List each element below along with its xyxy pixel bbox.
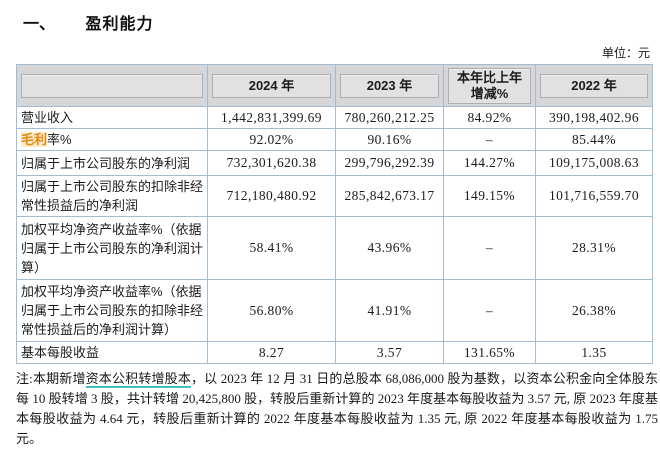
table-row: 归属于上市公司股东的扣除非经常性损益后的净利润 712,180,480.92 285… xyxy=(16,175,653,217)
table-header: 2024 年 2023 年本年比上年增减% 2022 年 xyxy=(16,64,653,107)
value-cell: 3.57 xyxy=(335,341,444,364)
section-title: 一、 盈利能力 xyxy=(16,10,652,33)
header-inner-box: 2022 年 xyxy=(540,73,648,98)
header-cell-empty xyxy=(16,64,208,107)
table-row: 归属于上市公司股东的净利润 732,301,620.38 299,796,292.3… xyxy=(16,150,653,176)
value-cell: 390,198,402.96 xyxy=(535,106,653,129)
value-cell: 131.65% xyxy=(443,341,536,364)
row-label: 基本每股收益 xyxy=(16,341,208,364)
value-cell: 285,842,673.17 xyxy=(335,175,444,217)
footnote-body: ，以 2023 年 12 月 31 日的总股本 68,086,000 股为基数，… xyxy=(16,371,658,446)
header-cell-year: 2024 年 xyxy=(207,64,336,107)
value-cell: 41.91% xyxy=(335,279,444,342)
row-label: 毛利率% xyxy=(16,128,208,151)
row-label: 加权平均净资产收益率%（依据归属于上市公司股东的净利润计算） xyxy=(16,216,208,280)
row-label: 归属于上市公司股东的扣除非经常性损益后的净利润 xyxy=(16,175,208,217)
table-row: 营业收入 1,442,831,399.69 780,260,212.25 84.92%… xyxy=(16,106,653,129)
value-cell: 8.27 xyxy=(207,341,336,364)
profitability-table: 2024 年 2023 年本年比上年增减% 2022 年 营业收入 1,442,831… xyxy=(16,64,653,364)
section-title-text: 盈利能力 xyxy=(85,16,154,33)
footnote-prefix: 注:本期新增 xyxy=(16,371,86,386)
unit-label: 单位：元 xyxy=(601,46,650,60)
table-row: 加权平均净资产收益率%（依据归属于上市公司股东的净利润计算） 58.41% 43.9… xyxy=(16,216,653,280)
value-cell: 780,260,212.25 xyxy=(335,106,444,129)
header-inner-box: 本年比上年增减% xyxy=(448,67,531,104)
header-cell-year: 2023 年 xyxy=(335,64,444,107)
row-label: 营业收入 xyxy=(16,106,208,129)
footnote: 注:本期新增资本公积转增股本，以 2023 年 12 月 31 日的总股本 68… xyxy=(16,369,658,449)
row-label: 加权平均净资产收益率%（依据归属于上市公司股东的扣除非经常性损益后的净利润计算） xyxy=(16,279,208,342)
value-cell: – xyxy=(443,216,536,280)
value-cell: 92.02% xyxy=(207,128,336,151)
search-highlight-term: 毛利 xyxy=(21,132,48,147)
value-cell: 26.38% xyxy=(535,279,653,342)
value-cell: 144.27% xyxy=(443,150,536,176)
value-cell: 58.41% xyxy=(207,216,336,280)
table-row: 加权平均净资产收益率%（依据归属于上市公司股东的扣除非经常性损益后的净利润计算）… xyxy=(16,279,653,342)
value-cell: 84.92% xyxy=(443,106,536,129)
value-cell: 1,442,831,399.69 xyxy=(207,106,336,129)
value-cell: 732,301,620.38 xyxy=(207,150,336,176)
value-cell: 85.44% xyxy=(535,128,653,151)
value-cell: 28.31% xyxy=(535,216,653,280)
row-label: 归属于上市公司股东的净利润 xyxy=(16,150,208,176)
table-row: 基本每股收益 8.27 3.57 131.65% 1.35 xyxy=(16,341,653,364)
value-cell: – xyxy=(443,128,536,151)
value-cell: 43.96% xyxy=(335,216,444,280)
header-cell-year: 2022 年 xyxy=(535,64,653,107)
header-cell-year: 本年比上年增减% xyxy=(443,64,536,107)
value-cell: 109,175,008.63 xyxy=(535,150,653,176)
value-cell: – xyxy=(443,279,536,342)
value-cell: 101,716,559.70 xyxy=(535,175,653,217)
footnote-link[interactable]: 资本公积转增股本 xyxy=(85,371,192,388)
table-row: 毛利率% 92.02% 90.16% –85.44% xyxy=(16,128,653,151)
value-cell: 90.16% xyxy=(335,128,444,151)
value-cell: 149.15% xyxy=(443,175,536,217)
section-number: 一、 xyxy=(23,16,56,33)
value-cell: 712,180,480.92 xyxy=(207,175,336,217)
header-inner-box xyxy=(21,73,203,98)
value-cell: 56.80% xyxy=(207,279,336,342)
header-inner-box: 2023 年 xyxy=(340,73,439,98)
header-inner-box: 2024 年 xyxy=(212,73,331,98)
value-cell: 1.35 xyxy=(535,341,653,364)
value-cell: 299,796,292.39 xyxy=(335,150,444,176)
